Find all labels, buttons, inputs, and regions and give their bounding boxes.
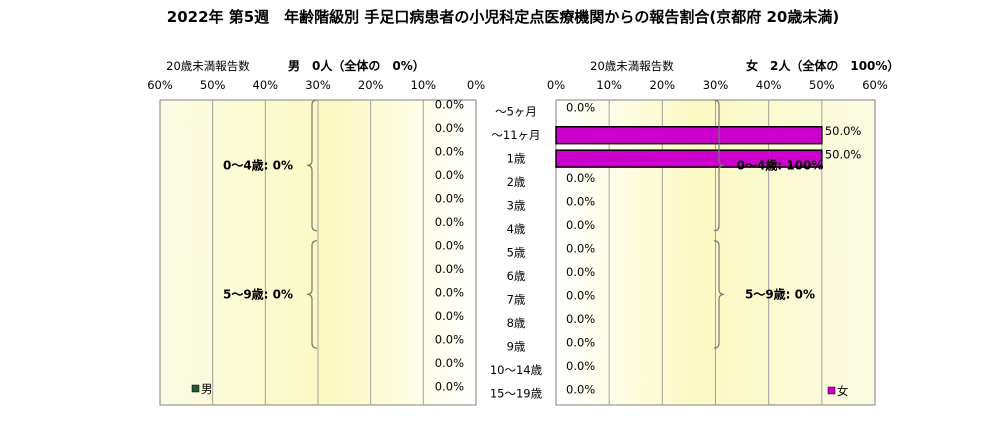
- right-bars: [555, 125, 823, 168]
- category-label: ～11ヶ月: [491, 128, 540, 142]
- left-value-label: 0.0%: [435, 379, 464, 393]
- left-group-label: 5～9歳: 0%: [223, 286, 293, 301]
- left-value-label: 0.0%: [435, 192, 464, 206]
- left-value-label: 0.0%: [435, 98, 464, 112]
- right-bar: [555, 125, 823, 145]
- left-value-label: 0.0%: [435, 332, 464, 346]
- left-value-label: 0.0%: [435, 215, 464, 229]
- left-header-label: 20歳未満報告数: [166, 59, 250, 73]
- right-tick-label: 10%: [596, 78, 622, 92]
- category-label: 4歳: [507, 222, 526, 236]
- category-label: 10～14歳: [490, 363, 543, 377]
- category-label: 3歳: [507, 199, 526, 213]
- category-label: 6歳: [507, 269, 526, 283]
- legend-label-male: 男: [201, 382, 213, 396]
- right-group-brackets: 0～4歳: 100% 5～9歳: 0%: [713, 99, 824, 349]
- category-label: 1歳: [507, 152, 526, 166]
- category-label: 8歳: [507, 316, 526, 330]
- category-labels: ～5ヶ月 ～11ヶ月 1歳 2歳 3歳 4歳 5歳 6歳 7歳 8歳 9歳 10～14歳 15～19歳: [490, 105, 543, 401]
- left-gridlines: [212, 100, 424, 405]
- category-label: 15～19歳: [490, 386, 543, 400]
- right-tick-label: 30%: [703, 78, 729, 92]
- left-value-label: 0.0%: [435, 168, 464, 182]
- left-value-labels: 0.0% 0.0% 0.0% 0.0% 0.0% 0.0% 0.0% 0.0% 0.0% 0.0%…: [435, 98, 464, 394]
- right-bar: [555, 149, 823, 168]
- right-value-label: 0.0%: [566, 242, 595, 256]
- category-label: ～5ヶ月: [495, 105, 537, 119]
- right-value-label: 0.0%: [566, 382, 595, 396]
- right-tick-label: 0%: [547, 78, 565, 92]
- left-group-bracket: [306, 240, 318, 349]
- right-value-label: 0.0%: [566, 335, 595, 349]
- right-value-label: 50.0%: [825, 124, 862, 138]
- left-tick-label: 20%: [358, 78, 384, 92]
- right-value-label: 0.0%: [566, 312, 595, 326]
- left-tick-label: 30%: [305, 78, 331, 92]
- left-header-title: 男 0人（全体の 0%）: [288, 58, 425, 73]
- left-group-bracket: [306, 99, 318, 232]
- right-value-label: 0.0%: [566, 171, 595, 185]
- right-panel: 0% 10% 20% 30% 40% 50% 60% 0.0%50.0%50.0%0.0%0…: [547, 58, 899, 406]
- right-value-label: 0.0%: [566, 101, 595, 115]
- chart-title: 2022年 第5週 年齢階級別 手足口病患者の小児科定点医療機関からの報告割合(…: [167, 8, 839, 26]
- left-tick-label: 50%: [200, 78, 226, 92]
- left-tick-label: 0%: [467, 78, 485, 92]
- right-header-title: 女 2人（全体の 100%）: [746, 58, 899, 73]
- left-value-label: 0.0%: [435, 121, 464, 135]
- right-group-bracket: [713, 240, 725, 349]
- right-tick-label: 60%: [862, 78, 888, 92]
- category-label: 9歳: [507, 339, 526, 353]
- legend-swatch-female: [827, 386, 836, 395]
- left-value-label: 0.0%: [435, 285, 464, 299]
- left-panel: 0%10%20%30%40%50%60% 0.0%0.0%0.0%0.0%0.0…: [147, 58, 485, 406]
- left-group-brackets: 0～4歳: 0% 5～9歳: 0%: [223, 99, 318, 349]
- right-tick-label: 50%: [809, 78, 835, 92]
- right-tick-labels: 0% 10% 20% 30% 40% 50% 60%: [547, 78, 888, 92]
- left-tick-label: 40%: [253, 78, 279, 92]
- right-value-labels: 0.0% 50.0% 50.0% 0.0% 0.0% 0.0% 0.0% 0.0% 0.0% 0.…: [566, 101, 861, 397]
- left-value-label: 0.0%: [435, 145, 464, 159]
- left-value-label: 0.0%: [435, 239, 464, 253]
- category-label: 5歳: [507, 246, 526, 260]
- right-group-label: 0～4歳: 100%: [737, 157, 824, 172]
- legend-swatch-male: [191, 384, 200, 393]
- right-header-label: 20歳未満報告数: [590, 59, 674, 73]
- left-tick-label: 10%: [411, 78, 437, 92]
- right-tick-label: 40%: [756, 78, 782, 92]
- category-label: 7歳: [507, 292, 526, 306]
- legend-label-female: 女: [837, 384, 849, 398]
- left-group-label: 0～4歳: 0%: [223, 157, 293, 172]
- left-value-label: 0.0%: [435, 262, 464, 276]
- right-value-label: 0.0%: [566, 265, 595, 279]
- right-value-label: 0.0%: [566, 195, 595, 209]
- left-value-label: 0.0%: [435, 356, 464, 370]
- right-group-label: 5～9歳: 0%: [745, 286, 815, 301]
- right-value-label: 0.0%: [566, 288, 595, 302]
- left-value-label: 0.0%: [435, 309, 464, 323]
- left-tick-label: 60%: [147, 78, 173, 92]
- right-value-label: 0.0%: [566, 218, 595, 232]
- right-value-label: 0.0%: [566, 359, 595, 373]
- left-tick-labels: 0% 10% 20% 30% 40% 50% 60%: [147, 78, 485, 92]
- right-value-label: 50.0%: [825, 148, 862, 162]
- category-label: 2歳: [507, 175, 526, 189]
- right-tick-label: 20%: [650, 78, 676, 92]
- right-group-bracket: [713, 99, 725, 232]
